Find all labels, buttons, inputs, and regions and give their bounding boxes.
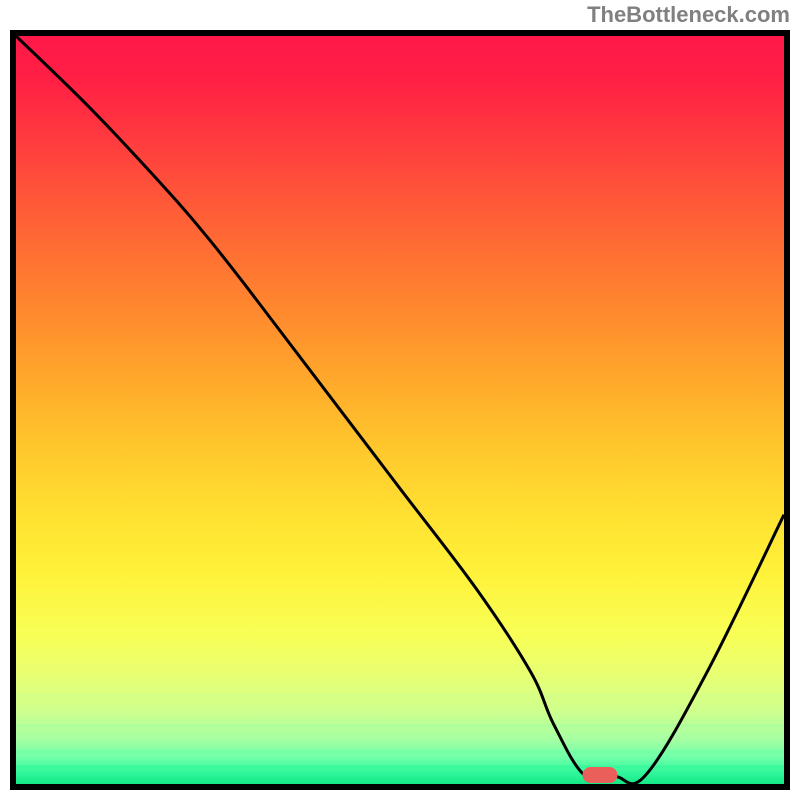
bottleneck-chart: TheBottleneck.com	[0, 0, 800, 800]
chart-svg	[0, 0, 800, 800]
chart-gradient-background	[16, 36, 784, 784]
optimal-marker	[582, 767, 617, 783]
watermark-text: TheBottleneck.com	[587, 2, 790, 28]
